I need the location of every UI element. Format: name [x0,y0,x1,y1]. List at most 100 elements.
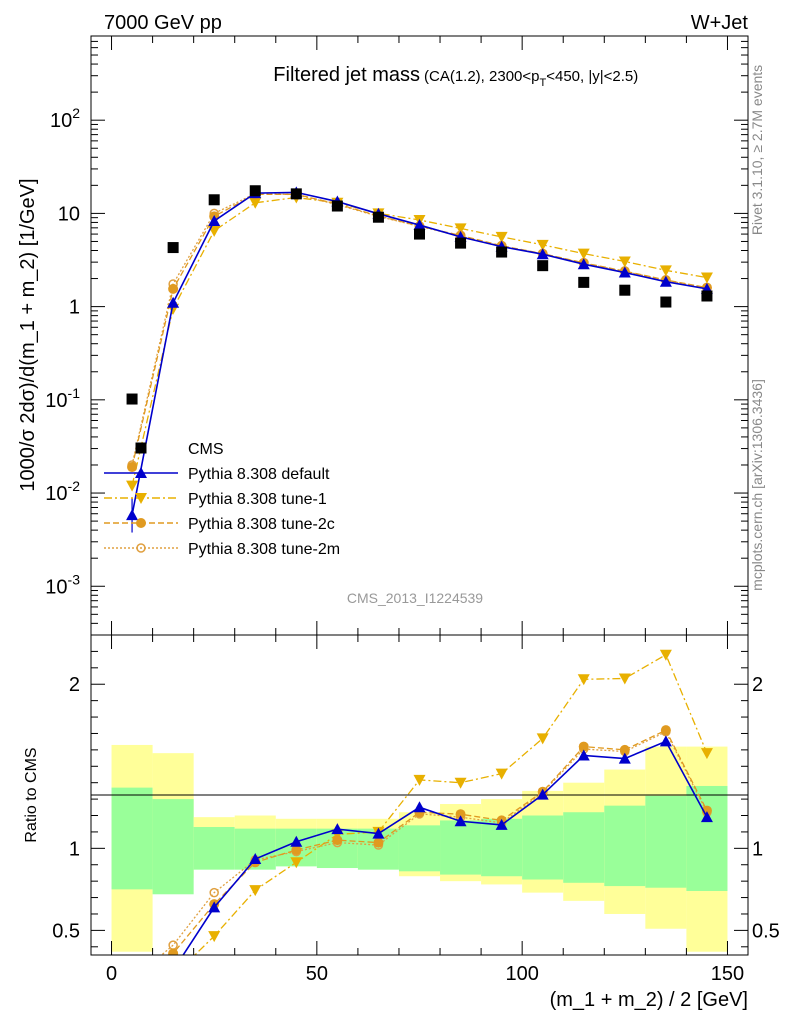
ratio-point-pythia-8-308-tune-1 [454,777,467,789]
ratio-point-pythia-8-308-tune-1 [618,673,631,685]
band-inner [193,827,235,870]
point-pythia-8-308-default [208,214,221,226]
ratio-point-pythia-8-308-default [208,901,221,913]
ratio-plot-marks [126,649,713,999]
band-inner [563,812,605,883]
y-tick-exponent: -1 [68,385,81,401]
ratio-y-tick-label: 2 [69,674,80,696]
legend-label: Pythia 8.308 default [188,466,330,483]
ratio-point-pythia-8-308-tune-2c [660,725,671,736]
chart-title: Filtered jet mass [273,64,420,86]
ratio-y-tick-label: 1 [69,838,80,860]
legend-marker [136,518,146,528]
ratio-y-tick-label-right: 1 [752,838,763,860]
y-tick-exponent: 2 [72,105,80,121]
point-pythia-8-308-tune-1 [454,223,467,235]
band-inner [440,820,482,875]
y-tick-label: 10-3 [45,571,80,598]
header-energy: 7000 GeV pp [104,12,222,34]
ratio-point-pythia-8-308-default [659,735,672,747]
ratio-point-pythia-8-308-default [413,801,426,813]
y-tick-label: 102 [50,105,80,132]
point-pythia-8-308-default [659,275,672,287]
legend-marker [136,543,146,553]
point-pythia-8-308-tune-1 [126,480,139,492]
point-pythia-8-308-tune-1 [249,197,262,209]
ratio-point-pythia-8-308-tune-2c [578,741,589,752]
point-pythia-8-308-tune-2c [127,462,138,473]
legend-marker [135,467,147,478]
ratio-point-pythia-8-308-tune-1 [208,931,221,943]
legend-label: Pythia 8.308 tune-2c [188,516,335,533]
ratio-point-pythia-8-308-tune-2m [168,940,178,950]
point-cms [660,296,672,308]
analysis-tag: CMS_2013_I1224539 [347,590,483,606]
ratio-bands [111,744,728,952]
point-pythia-8-308-tune-1 [536,239,549,251]
ratio-axes: 0.5 0.5 1 1 2 2 0 50 100 150 [52,635,780,985]
legend-marker [135,442,147,454]
ratio-point-pythia-8-308-tune-2c [127,977,137,987]
point-cms [537,260,549,272]
band-inner [604,805,646,887]
point-pythia-8-308-default [413,219,426,231]
legend-marker [135,493,147,504]
ratio-point-pythia-8-308-tune-2c [373,837,384,848]
point-pythia-8-308-tune-2c [168,283,179,294]
point-pythia-8-308-default [536,248,549,260]
y-tick-exponent: -3 [68,571,81,587]
title-subscript: T [539,77,546,89]
point-cms [167,242,179,254]
x-tick-label: 50 [306,963,328,985]
ratio-y-tick-label: 0.5 [52,920,80,942]
point-pythia-8-308-tune-1 [618,256,631,268]
point-pythia-8-308-tune-1 [700,272,713,284]
band-inner [522,815,564,880]
ratio-point-pythia-8-308-default [290,835,303,847]
ratio-point-pythia-8-308-tune-1 [700,748,713,760]
title-extra-rest: <450, |y|<2.5) [546,68,638,85]
ratio-point-pythia-8-308-tune-2m [209,887,219,898]
y-tick-label: 10-1 [45,385,80,412]
ratio-point-pythia-8-308-tune-2c [291,844,302,855]
point-pythia-8-308-default [577,258,590,270]
point-pythia-8-308-tune-1 [577,248,590,260]
legend: CMS Pythia 8.308 default Pythia 8.308 tune… [104,441,340,558]
main-panel: 10-3 10-2 10-1 1 10 102 Filtered jet mass (CA… [17,35,749,636]
legend-label: Pythia 8.308 tune-2m [188,541,340,558]
chart-title-extra: (CA(1.2), 2300<pT<450, |y|<2.5) [424,68,638,89]
ratio-point-pythia-8-308-default [331,823,344,835]
ratio-point-pythia-8-308-tune-2c [619,744,630,755]
point-cms [290,188,302,200]
x-axis-label: (m_1 + m_2) / 2 [GeV] [550,989,748,1011]
ratio-panel: 0.5 0.5 1 1 2 2 0 50 100 150 Ratio to CMS (m_1 + … [23,634,780,1011]
header-process: W+Jet [691,12,749,34]
band-inner [686,785,728,891]
point-cms [331,200,343,212]
ratio-point-pythia-8-308-default [536,788,549,800]
ratio-point-pythia-8-308-tune-1 [577,674,590,686]
ratio-point-pythia-8-308-tune-1 [126,988,138,999]
ratio-line-pythia-8-308-tune-2c [169,729,708,955]
point-pythia-8-308-tune-1 [495,231,508,243]
point-pythia-8-308-default [618,266,631,278]
point-pythia-8-308-tune-1 [659,265,672,277]
ratio-point-pythia-8-308-tune-1 [495,768,508,780]
y-tick-label: 1 [69,297,80,319]
legend-label: CMS [188,441,224,458]
ratio-point-pythia-8-308-tune-1 [290,857,303,869]
band-inner [152,799,194,895]
ratio-point-pythia-8-308-tune-2c [168,948,179,955]
ratio-point-pythia-8-308-tune-1 [167,971,179,982]
point-cms [578,276,590,288]
band-inner [645,795,687,888]
rivet-label: Rivet 3.1.10, ≥ 2.7M events [749,65,765,235]
ratio-point-pythia-8-308-tune-1 [536,733,549,745]
ratio-point-pythia-8-308-tune-1 [249,885,262,897]
ratio-y-tick-label-right: 2 [752,674,763,696]
ratio-point-pythia-8-308-default [372,827,385,839]
ratio-point-pythia-8-308-tune-2c [455,809,466,820]
point-pythia-8-308-default [167,296,180,308]
point-cms [619,284,631,296]
